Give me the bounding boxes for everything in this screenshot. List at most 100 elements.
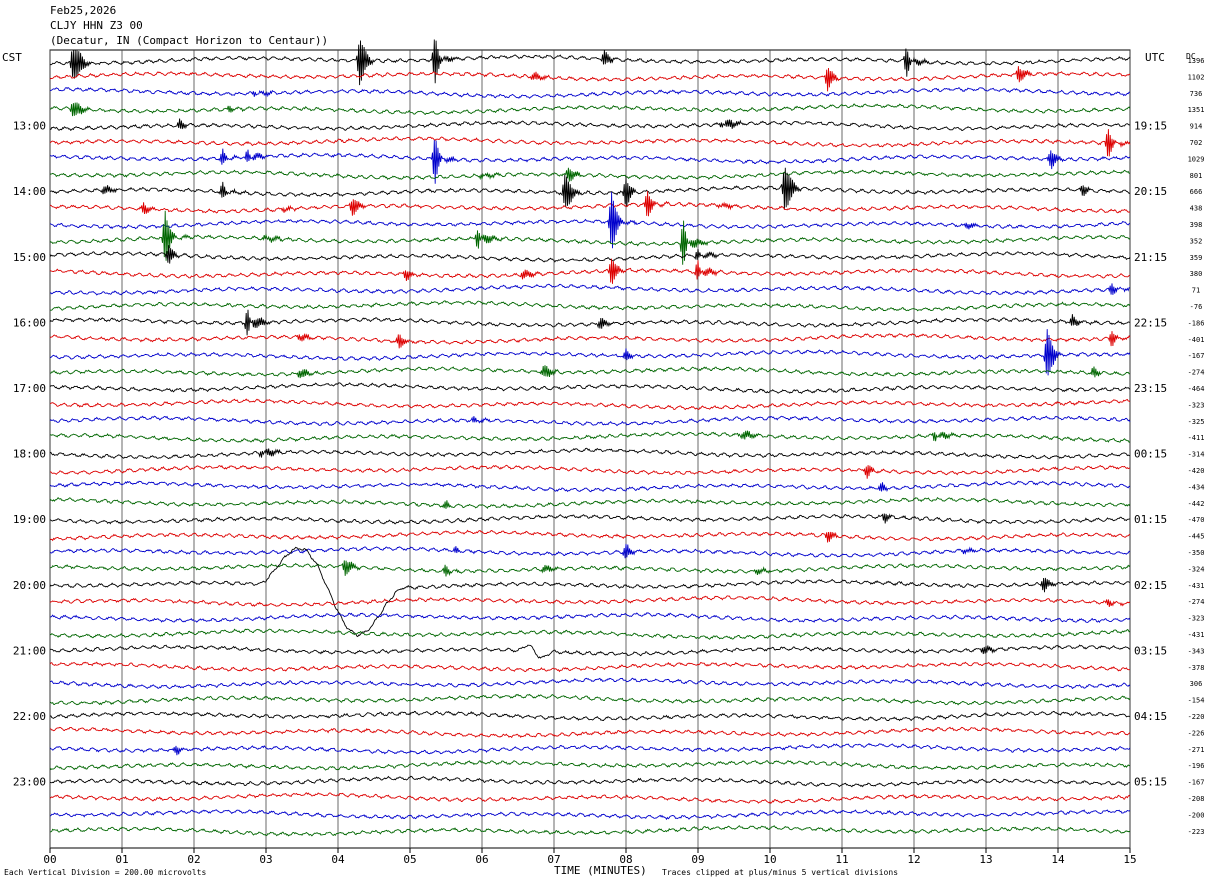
- dc-offset-label: -274: [1188, 369, 1205, 377]
- trace-line: [49, 129, 1131, 157]
- dc-offset-label: -324: [1188, 565, 1205, 573]
- left-hour-label: 19:00: [13, 513, 46, 526]
- left-hour-label: 23:00: [13, 776, 46, 789]
- x-axis-title: TIME (MINUTES): [554, 864, 647, 877]
- dc-offset-label: 1351: [1188, 106, 1205, 114]
- left-hour-label: 21:00: [13, 644, 46, 657]
- dc-offset-label: -445: [1188, 533, 1205, 541]
- dc-offset-label: -186: [1188, 319, 1205, 327]
- seismic-traces: [49, 39, 1131, 837]
- dc-offset-label: 306: [1190, 680, 1203, 688]
- trace-line: [49, 644, 1131, 659]
- left-hour-label: 20:00: [13, 579, 46, 592]
- dc-offset-label: 914: [1190, 123, 1203, 131]
- trace-line: [49, 825, 1131, 837]
- right-hour-label: 05:15: [1134, 776, 1167, 789]
- dc-offset-label: -220: [1188, 713, 1205, 721]
- trace-line: [49, 496, 1131, 509]
- dc-offset-label: -411: [1188, 434, 1205, 442]
- x-tick-label: 12: [907, 853, 920, 866]
- dc-offset-label: -323: [1188, 615, 1205, 623]
- x-tick-label: 05: [403, 853, 416, 866]
- time-grid: [49, 49, 1131, 853]
- trace-line: [49, 742, 1131, 756]
- trace-line: [49, 39, 1131, 86]
- dc-offset-label: -274: [1188, 598, 1205, 606]
- trace-line: [49, 258, 1131, 284]
- chart-date: Feb25,2026: [50, 4, 117, 17]
- trace-line: [49, 661, 1131, 673]
- trace-line: [49, 560, 1131, 577]
- dc-offset-label: 438: [1190, 205, 1203, 213]
- dc-column-label: DC: [1186, 52, 1196, 61]
- trace-line: [49, 382, 1131, 394]
- trace-line: [49, 191, 1131, 249]
- trace-line: [49, 710, 1131, 722]
- trace-line: [50, 300, 1131, 312]
- trace-line: [49, 513, 1131, 525]
- dc-offset-label: -314: [1188, 451, 1205, 459]
- dc-offset-label: 398: [1190, 221, 1203, 229]
- trace-line: [49, 430, 1131, 443]
- dc-offset-label: -196: [1188, 762, 1205, 770]
- dc-offset-label: 666: [1190, 188, 1203, 196]
- trace-line: [49, 118, 1131, 131]
- trace-line: [49, 480, 1131, 493]
- dc-offset-label: -76: [1190, 303, 1203, 311]
- trace-line: [49, 102, 1131, 117]
- trace-line: [49, 245, 1131, 264]
- dc-offset-label: 702: [1190, 139, 1203, 147]
- station-location: (Decatur, IN (Compact Horizon to Centaur…: [50, 34, 329, 47]
- x-tick-label: 01: [115, 853, 128, 866]
- left-hour-label: 15:00: [13, 251, 46, 264]
- right-axis-label: UTC: [1145, 51, 1165, 64]
- right-hour-label: 20:15: [1134, 185, 1167, 198]
- x-tick-label: 06: [475, 853, 488, 866]
- dc-offset-label: 71: [1192, 287, 1200, 295]
- trace-line: [49, 167, 1131, 182]
- trace-line: [49, 331, 1131, 349]
- x-tick-label: 08: [619, 853, 632, 866]
- right-hour-label: 01:15: [1134, 513, 1167, 526]
- trace-line: [49, 677, 1131, 690]
- dc-offset-label: 1396: [1188, 57, 1205, 65]
- dc-offset-label: -154: [1188, 697, 1205, 705]
- dc-offset-label: -378: [1188, 664, 1205, 672]
- dc-offset-label: -420: [1188, 467, 1205, 475]
- dc-offset-label: 1029: [1188, 155, 1205, 163]
- right-hour-label: 04:15: [1134, 710, 1167, 723]
- trace-line: [49, 365, 1131, 379]
- plot-frame: [49, 49, 1131, 849]
- trace-line: [49, 447, 1131, 460]
- dc-offset-label: 801: [1190, 172, 1203, 180]
- x-tick-label: 10: [763, 853, 776, 866]
- trace-line: [49, 759, 1131, 771]
- station-code: CLJY HHN Z3 00: [50, 19, 143, 32]
- x-tick-label: 09: [691, 853, 704, 866]
- trace-line: [49, 529, 1131, 543]
- dc-offset-label: -464: [1188, 385, 1205, 393]
- x-tick-label: 11: [835, 853, 848, 866]
- dc-offset-label: -167: [1188, 779, 1205, 787]
- dc-offset-label: -350: [1188, 549, 1205, 557]
- dc-offset-label: -325: [1188, 418, 1205, 426]
- trace-line: [49, 66, 1131, 92]
- trace-line: [49, 309, 1131, 336]
- trace-line: [49, 792, 1131, 804]
- left-hour-label: 18:00: [13, 448, 46, 461]
- x-tick-label: 03: [259, 853, 272, 866]
- trace-line: [49, 210, 1131, 265]
- trace-line: [49, 283, 1130, 296]
- trace-line: [49, 775, 1131, 788]
- trace-line: [49, 140, 1131, 184]
- dc-offset-label: -167: [1188, 352, 1205, 360]
- dc-offset-label: 359: [1190, 254, 1203, 262]
- x-tick-label: 14: [1051, 853, 1065, 866]
- trace-line: [49, 398, 1131, 411]
- dc-offset-label: -470: [1188, 516, 1205, 524]
- dc-offset-label: -200: [1188, 811, 1205, 819]
- clip-note: Traces clipped at plus/minus 5 vertical …: [662, 868, 899, 877]
- trace-line: [49, 693, 1131, 706]
- x-tick-label: 02: [187, 853, 200, 866]
